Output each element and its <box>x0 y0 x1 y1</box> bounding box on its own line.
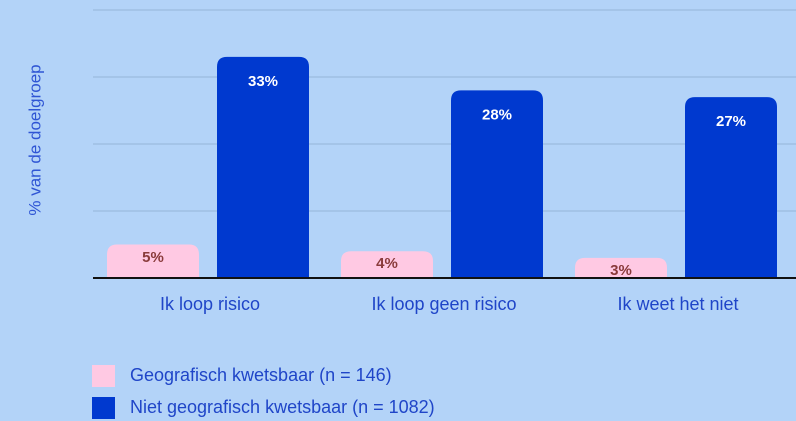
bar <box>107 244 199 278</box>
data-label: 33% <box>248 73 278 90</box>
y-axis-label: % van de doelgroep <box>25 64 44 215</box>
data-label: 5% <box>142 249 164 266</box>
bar <box>451 90 543 279</box>
bar <box>341 251 433 278</box>
bar <box>685 97 777 278</box>
x-tick-label: Ik weet het niet <box>617 294 738 314</box>
bar <box>217 56 309 279</box>
data-label: 28% <box>482 106 512 123</box>
legend-swatch <box>92 365 115 387</box>
x-tick-label: Ik loop geen risico <box>371 294 516 314</box>
data-label: 27% <box>716 113 746 130</box>
bar <box>575 257 667 278</box>
legend-label: Niet geografisch kwetsbaar (n = 1082) <box>130 397 435 417</box>
data-label: 3% <box>610 262 632 279</box>
legend-swatch <box>92 397 115 419</box>
x-tick-label: Ik loop risico <box>160 294 260 314</box>
legend-label: Geografisch kwetsbaar (n = 146) <box>130 365 392 385</box>
data-label: 4% <box>376 255 398 272</box>
